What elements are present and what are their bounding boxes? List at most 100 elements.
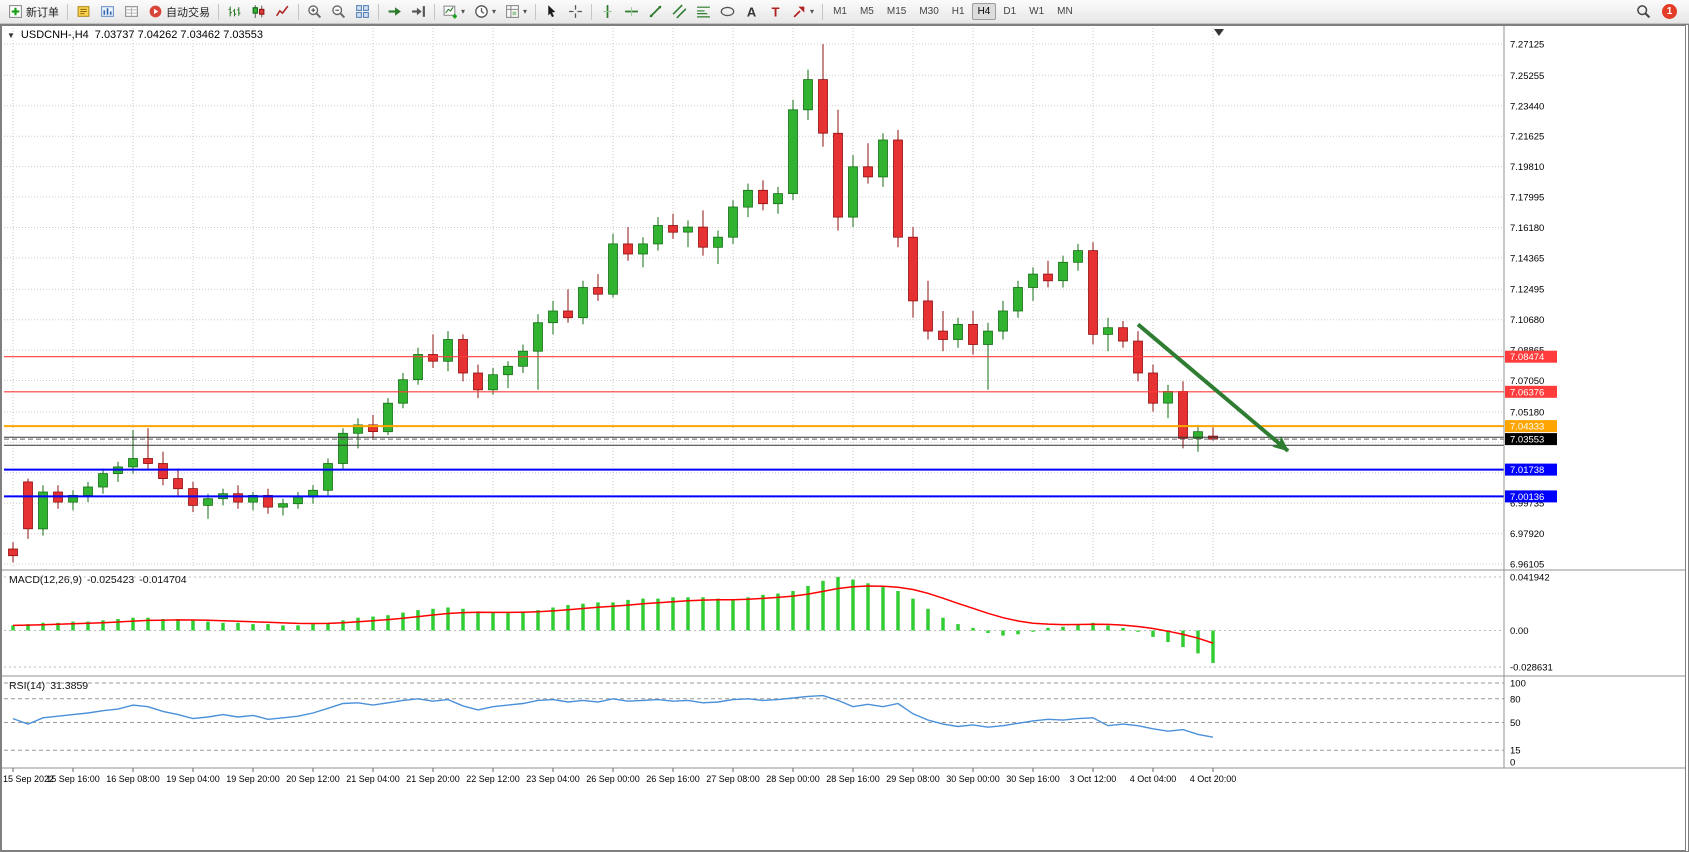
crosshair-button[interactable]	[564, 2, 587, 22]
chart-canvas[interactable]: 7.27125 7.25255 7.23440 7.21625 7.19810 7.179…	[1, 25, 1686, 851]
timeframe-d1-button[interactable]: D1	[1003, 6, 1017, 17]
text-icon: A	[747, 4, 756, 19]
svg-text:4 Oct 04:00: 4 Oct 04:00	[1130, 774, 1177, 784]
svg-text:15: 15	[1510, 746, 1521, 757]
svg-text:26 Sep 00:00: 26 Sep 00:00	[586, 774, 640, 784]
autotrade-label: 自动交易	[166, 6, 210, 19]
price-badge: 7.08474	[1505, 350, 1557, 363]
price-badge: 7.00136	[1505, 490, 1557, 503]
chart-title: ▼ USDCNH-,H4 7.03737 7.04262 7.03462 7.0…	[7, 29, 263, 41]
rsi-name: RSI(14)	[9, 680, 46, 692]
symbol-period-label: USDCNH-,H4	[20, 29, 89, 41]
data-window-button[interactable]	[120, 2, 143, 22]
svg-text:4 Oct 20:00: 4 Oct 20:00	[1190, 774, 1237, 784]
price-grid-and-axis[interactable]: 7.27125 7.25255 7.23440 7.21625 7.19810 7.179…	[4, 40, 1544, 571]
fibonacci-button[interactable]	[692, 2, 715, 22]
svg-text:-0.028631: -0.028631	[1510, 663, 1553, 674]
timeframe-m30-button[interactable]: M30	[919, 6, 939, 17]
zoom-in-button[interactable]	[303, 2, 326, 22]
arrows-button[interactable]: ▾	[788, 2, 818, 22]
trendline-icon	[649, 5, 662, 18]
candlestick-chart-button[interactable]	[247, 2, 270, 22]
svg-text:0.00: 0.00	[1510, 626, 1529, 637]
bar-chart-icon	[228, 6, 241, 17]
candlestick-chart-icon	[252, 5, 265, 18]
rsi-value: 31.3859	[50, 680, 89, 692]
svg-text:7.03553: 7.03553	[1510, 435, 1544, 446]
timeframe-h4-button[interactable]: H4	[971, 3, 997, 20]
auto-scroll-icon	[388, 7, 401, 16]
timeframe-h1-button[interactable]: H1	[951, 6, 965, 17]
tile-windows-button[interactable]	[351, 2, 374, 22]
svg-text:19 Sep 04:00: 19 Sep 04:00	[166, 774, 220, 784]
svg-text:50: 50	[1510, 718, 1521, 729]
horizontal-line-button[interactable]	[620, 2, 643, 22]
bar-chart-button[interactable]	[223, 2, 246, 22]
metaeditor-button[interactable]	[72, 2, 95, 22]
line-chart-button[interactable]	[271, 2, 294, 22]
macd-label: MACD(12,26,9) -0.025423 -0.014704	[9, 574, 187, 586]
timeframe-mn-button[interactable]: MN	[1057, 6, 1073, 17]
templates-button[interactable]: ▾	[501, 2, 531, 22]
svg-text:27 Sep 08:00: 27 Sep 08:00	[706, 774, 760, 784]
svg-text:100: 100	[1510, 679, 1526, 690]
periods-button[interactable]: ▾	[470, 2, 500, 22]
chart-shift-marker[interactable]	[1214, 29, 1224, 36]
macd-panel: 0.041942 0.00 -0.028631	[4, 573, 1553, 674]
notification-badge[interactable]: 1	[1662, 4, 1677, 19]
label-button[interactable]: T	[764, 2, 787, 22]
search-button[interactable]	[1632, 2, 1655, 22]
new-chart-button[interactable]: ▾	[439, 2, 469, 22]
trend-arrow[interactable]	[1136, 322, 1290, 453]
autotrade-button[interactable]: 自动交易	[144, 2, 214, 22]
chart-shift-icon	[412, 6, 425, 17]
chart-shift-button[interactable]	[407, 2, 430, 22]
market-watch-button[interactable]	[96, 2, 119, 22]
horizontal-lines: 7.08474 7.06376 7.04333 7.01738 7.00136 7.035…	[4, 350, 1557, 503]
svg-text:T: T	[772, 4, 780, 19]
svg-text:7.06376: 7.06376	[1510, 387, 1544, 398]
chart-window: 7.27125 7.25255 7.23440 7.21625 7.19810 7.179…	[0, 24, 1689, 852]
toolbar-right-group: 1	[1632, 2, 1685, 22]
zoom-out-button[interactable]	[327, 2, 350, 22]
one-click-trading-expander[interactable]: ▼	[7, 30, 15, 40]
timeframe-w1-button[interactable]: W1	[1029, 6, 1045, 17]
text-button[interactable]: A	[740, 2, 763, 22]
new-order-button[interactable]: 新订单	[4, 2, 63, 22]
timeframe-m1-button[interactable]: M1	[833, 6, 847, 17]
svg-text:7.27125: 7.27125	[1510, 40, 1544, 51]
svg-text:3 Oct 12:00: 3 Oct 12:00	[1070, 774, 1117, 784]
svg-text:26 Sep 16:00: 26 Sep 16:00	[646, 774, 700, 784]
svg-text:7.01738: 7.01738	[1510, 465, 1544, 476]
auto-scroll-button[interactable]	[383, 2, 406, 22]
zoom-out-icon	[332, 5, 346, 19]
svg-text:15 Sep 2022: 15 Sep 2022	[3, 774, 54, 784]
price-badge: 7.04333	[1505, 420, 1557, 433]
svg-text:80: 80	[1510, 694, 1521, 705]
channel-button[interactable]	[668, 2, 691, 22]
trendline-button[interactable]	[644, 2, 667, 22]
horizontal-line-icon	[625, 7, 638, 16]
svg-text:7.14365: 7.14365	[1510, 253, 1544, 264]
svg-text:7.00136: 7.00136	[1510, 492, 1544, 503]
toolbar-separator	[218, 3, 219, 20]
svg-text:7.07050: 7.07050	[1510, 376, 1544, 387]
svg-text:7.19810: 7.19810	[1510, 162, 1544, 173]
shapes-button[interactable]	[716, 2, 739, 22]
svg-text:7.16180: 7.16180	[1510, 223, 1544, 234]
svg-text:28 Sep 16:00: 28 Sep 16:00	[826, 774, 880, 784]
channel-icon	[672, 4, 687, 19]
timeframe-m5-button[interactable]: M5	[859, 6, 874, 17]
timeframe-m15-button[interactable]: M15	[886, 6, 907, 17]
svg-text:22 Sep 12:00: 22 Sep 12:00	[466, 774, 520, 784]
dropdown-caret-icon: ▾	[810, 6, 815, 16]
toolbar-separator	[378, 3, 379, 20]
macd-signal-value: -0.014704	[139, 574, 187, 586]
vertical-line-button[interactable]	[596, 2, 619, 22]
dropdown-caret-icon: ▾	[492, 6, 497, 16]
toolbar-separator	[67, 3, 68, 20]
cursor-button[interactable]	[540, 2, 563, 22]
svg-text:28 Sep 00:00: 28 Sep 00:00	[766, 774, 820, 784]
svg-text:30 Sep 00:00: 30 Sep 00:00	[946, 774, 1000, 784]
